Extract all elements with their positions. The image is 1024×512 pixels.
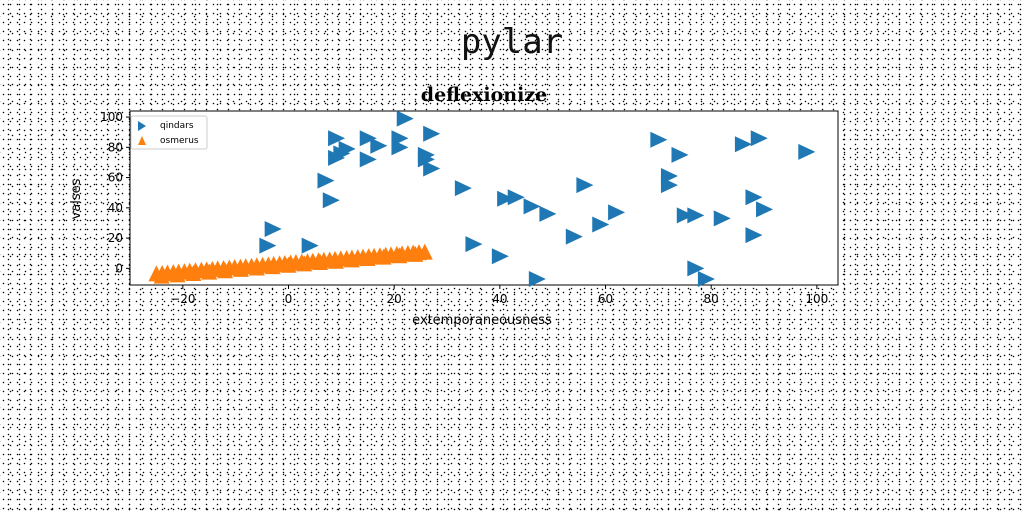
data-point-qindars: [592, 216, 610, 233]
data-point-qindars: [576, 177, 594, 194]
data-marks: [148, 110, 816, 287]
data-point-qindars: [687, 260, 705, 277]
data-point-qindars: [734, 136, 752, 153]
y-tick-label: 0: [115, 261, 123, 275]
data-point-osmerus: [312, 254, 329, 271]
data-point-osmerus: [280, 256, 297, 273]
data-point-osmerus: [407, 245, 424, 262]
y-tick-label: 100: [100, 110, 123, 124]
data-point-qindars: [338, 140, 356, 157]
data-point-qindars: [359, 151, 377, 168]
data-point-qindars: [322, 192, 340, 209]
data-point-qindars: [745, 189, 763, 206]
data-point-osmerus: [391, 247, 408, 264]
data-point-qindars: [676, 207, 694, 224]
y-tick-label: 60: [108, 171, 123, 185]
data-point-osmerus: [343, 251, 360, 268]
legend-label-qindars: qindars: [160, 121, 194, 131]
x-tick-label: 100: [805, 292, 828, 306]
chart-title: deflexionize: [420, 84, 548, 106]
data-point-qindars: [650, 131, 668, 148]
data-point-qindars: [370, 137, 388, 154]
data-point-qindars: [328, 130, 346, 147]
data-point-qindars: [660, 177, 678, 194]
data-point-osmerus: [185, 264, 202, 281]
data-point-osmerus: [296, 255, 313, 272]
data-point-qindars: [528, 270, 546, 287]
data-point-osmerus: [375, 248, 392, 265]
legend-box: [130, 115, 208, 150]
data-point-qindars: [417, 151, 435, 168]
figure-title: pylar: [460, 22, 564, 62]
data-point-qindars: [608, 204, 626, 221]
y-tick-label: 20: [108, 231, 123, 245]
y-axis-label: valses: [69, 178, 84, 219]
data-point-osmerus: [264, 258, 281, 275]
data-point-osmerus: [201, 263, 218, 280]
data-point-qindars: [756, 201, 774, 218]
y-tick-label: 80: [108, 140, 123, 154]
data-point-qindars: [507, 189, 525, 206]
data-point-osmerus: [153, 267, 170, 284]
data-point-osmerus: [169, 266, 186, 283]
data-point-qindars: [391, 139, 409, 156]
x-tick-label: −20: [170, 292, 195, 306]
data-point-qindars: [264, 221, 282, 238]
data-point-qindars: [423, 125, 441, 142]
data-point-qindars: [423, 160, 441, 177]
data-point-osmerus: [217, 262, 234, 279]
legend-label-osmerus: osmerus: [160, 136, 199, 146]
legend-marker-osmerus: [138, 136, 146, 145]
x-axis-label: extemporaneousness: [412, 313, 552, 328]
data-point-qindars: [259, 237, 277, 254]
y-tick-label: 40: [108, 201, 123, 215]
data-point-qindars: [465, 236, 483, 253]
data-point-qindars: [491, 248, 509, 265]
data-point-qindars: [359, 130, 377, 147]
data-point-qindars: [745, 227, 763, 244]
data-point-osmerus: [416, 243, 433, 260]
legend: qindars osmerus: [130, 115, 208, 150]
data-point-osmerus: [248, 259, 265, 276]
x-tick-label: 60: [598, 292, 613, 306]
data-point-qindars: [497, 190, 515, 207]
data-point-qindars: [671, 146, 689, 163]
data-point-qindars: [713, 210, 731, 227]
plot-area: [129, 110, 839, 286]
legend-marker-qindars: [138, 121, 146, 131]
data-point-qindars: [750, 130, 768, 147]
x-tick-label: 40: [492, 292, 507, 306]
x-tick-label: 0: [285, 292, 293, 306]
data-point-qindars: [565, 228, 583, 245]
x-tick-label: 80: [704, 292, 719, 306]
data-point-qindars: [539, 205, 557, 222]
axis-ticks: −20 0 20 40 60 80 100 0 20 40 60 80 100: [100, 110, 828, 306]
data-point-osmerus: [359, 249, 376, 266]
data-point-osmerus: [232, 260, 249, 277]
data-point-qindars: [396, 110, 414, 127]
data-point-osmerus: [328, 252, 345, 269]
data-point-qindars: [523, 198, 541, 215]
data-point-qindars: [687, 207, 705, 224]
data-point-qindars: [798, 143, 816, 160]
x-tick-label: 20: [387, 292, 402, 306]
data-point-qindars: [454, 180, 472, 197]
data-point-qindars: [301, 237, 319, 254]
data-point-qindars: [697, 270, 715, 287]
data-point-qindars: [317, 172, 335, 189]
